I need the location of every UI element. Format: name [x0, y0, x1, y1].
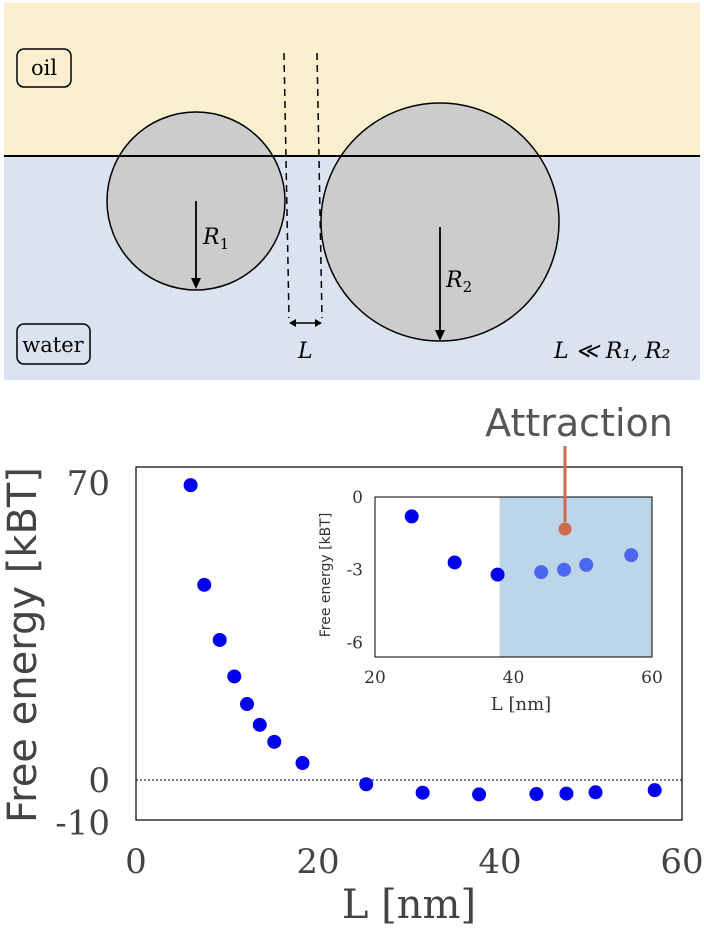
inset-data-point	[579, 557, 594, 572]
main-y-ticks: 70 0-10	[55, 464, 110, 843]
r2-label: R2	[445, 268, 472, 296]
main-data-point	[267, 734, 282, 749]
main-x-tick-label: 40	[478, 842, 521, 882]
gap-arrow	[289, 319, 322, 327]
oil-label: oil	[31, 56, 57, 80]
attraction-region	[499, 497, 652, 657]
r1-label: R1	[202, 225, 229, 253]
main-data-point	[295, 756, 310, 771]
main-data-point	[559, 786, 574, 801]
inset-x-tick-label: 60	[641, 668, 663, 688]
inset-y-axis-label: Free energy [kBT]	[318, 513, 334, 638]
main-x-ticks: 0 20 40 60	[125, 842, 703, 882]
water-label: water	[22, 333, 84, 357]
main-data-point	[472, 787, 487, 802]
inset-y-tick-label: 0	[352, 488, 363, 508]
water-label-box	[16, 323, 91, 365]
main-data-point	[529, 787, 544, 802]
inset-x-tick-label: 20	[364, 668, 386, 688]
oil-label-box	[16, 48, 72, 88]
inset-data-point	[624, 548, 639, 563]
inset-data-point	[490, 567, 505, 582]
main-y-tick-label: -10	[55, 803, 110, 843]
oil-region	[4, 3, 700, 156]
main-data-point	[183, 478, 198, 493]
gap-dashed-left	[283, 52, 290, 319]
gap-dashed-right	[316, 52, 323, 319]
inset-y-ticks: 0 -3 -6	[346, 488, 363, 653]
main-y-tick-label: 0	[88, 761, 110, 801]
attraction-pointer-dot	[558, 522, 572, 536]
main-data-point	[359, 777, 374, 792]
main-y-axis-label: Free energy [kBT]	[0, 467, 46, 823]
inset-y-tick-label: -3	[346, 561, 363, 581]
main-data-point	[240, 697, 255, 712]
r1-arrow	[191, 201, 201, 289]
attraction-annotation: Attraction	[485, 401, 673, 536]
main-data-point	[415, 785, 430, 800]
attraction-label: Attraction	[485, 401, 673, 445]
inset-x-ticks: 20 40 60	[364, 668, 663, 688]
main-x-tick-label: 0	[125, 842, 147, 882]
main-data-point	[227, 669, 242, 684]
main-data-point	[212, 632, 227, 647]
main-y-tick-label: 70	[67, 464, 110, 504]
r2-arrow	[435, 227, 445, 341]
inset-plot: 20 40 60 0 -3 -6 L [nm] Free energy [kBT]	[318, 488, 663, 715]
main-data-point	[197, 577, 212, 592]
main-plot-frame	[135, 466, 683, 821]
inset-x-axis-label: L [nm]	[491, 694, 551, 715]
inset-plot-frame	[374, 496, 653, 658]
inset-x-tick-label: 40	[503, 668, 525, 688]
main-x-tick-label: 60	[660, 842, 703, 882]
inset-data-point	[534, 565, 549, 580]
main-data-point	[647, 783, 662, 798]
inset-y-tick-label: -6	[346, 633, 363, 653]
inset-data-point	[404, 509, 419, 524]
main-data-point	[252, 717, 267, 732]
main-data-points	[183, 478, 662, 802]
inset-data-point	[557, 562, 572, 577]
main-data-point	[588, 785, 603, 800]
main-plot: 0 20 40 60 700-10 L [nm] Free energy [kBT]	[0, 464, 704, 928]
main-x-axis-label: L [nm]	[342, 882, 476, 928]
inset-data-points	[404, 509, 639, 582]
condition-label: L ≪ R₁, R₂	[553, 339, 670, 364]
inset-data-point	[447, 555, 462, 570]
schematic: R1 R2 L L ≪ R₁, R₂ oil water	[4, 3, 700, 380]
gap-label: L	[297, 339, 313, 364]
main-x-tick-label: 20	[296, 842, 339, 882]
